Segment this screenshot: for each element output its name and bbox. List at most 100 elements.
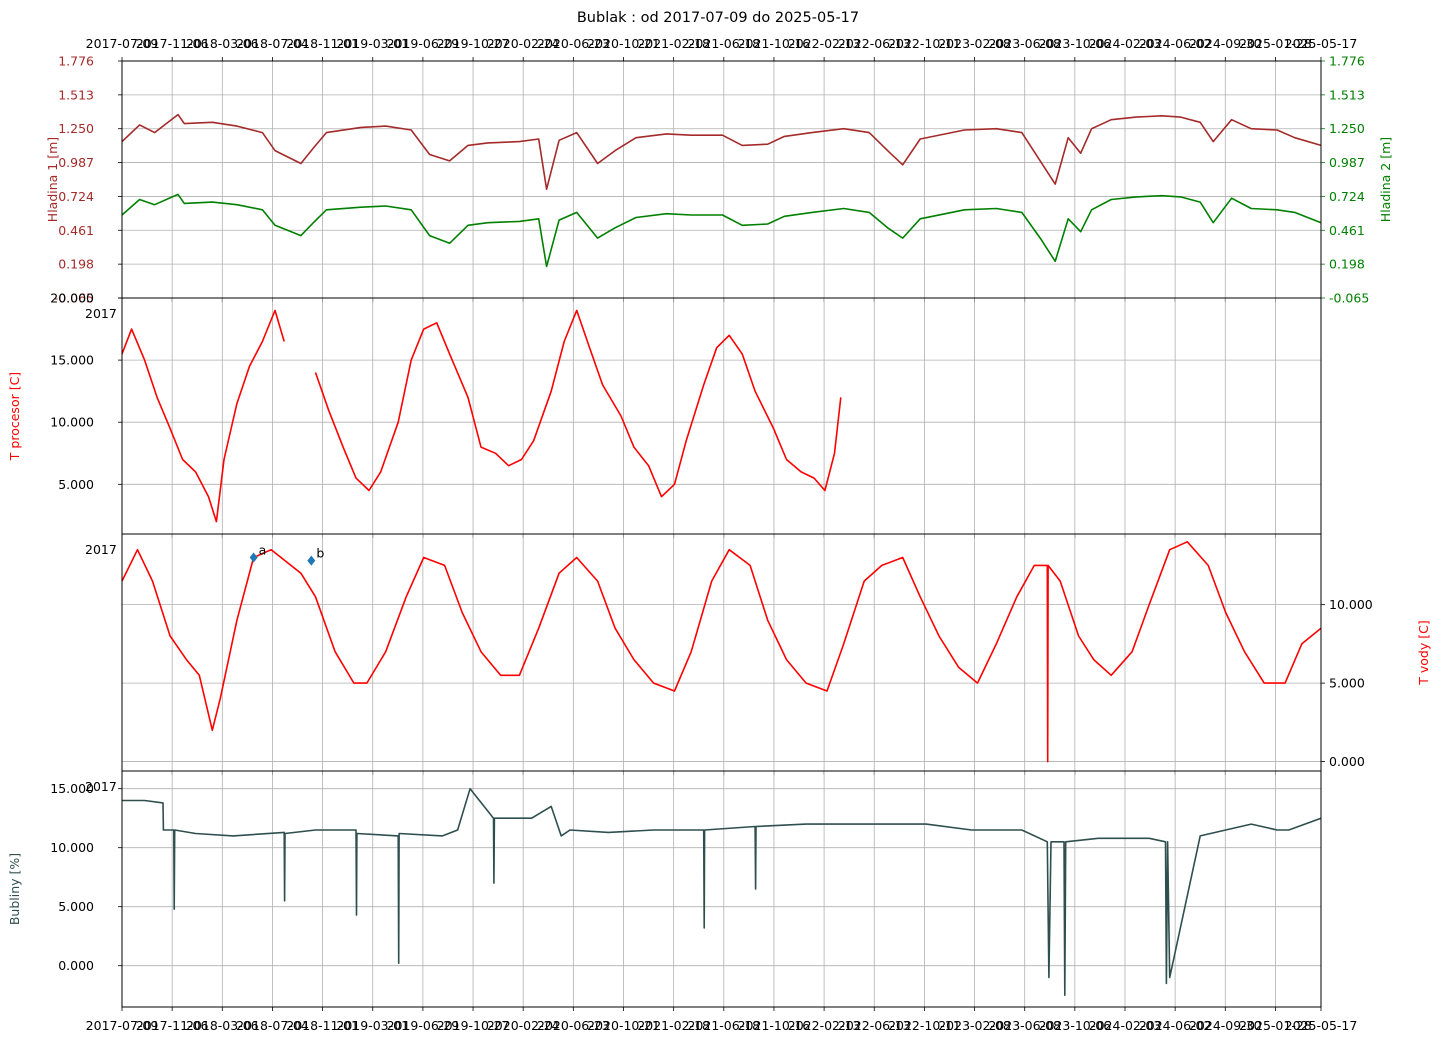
x-tick-label-top: 2022-10-11 <box>888 36 961 51</box>
x-tick-label-bottom: 2018-07-04 <box>236 1018 309 1033</box>
x-tick-label-bottom: 2021-02-18 <box>637 1018 710 1033</box>
x-tick-label-top: 2024-06-02 <box>1139 36 1212 51</box>
y-tick-label-right: 10.000 <box>1329 597 1373 612</box>
x-tick-label-bottom: 2019-03-01 <box>336 1018 409 1033</box>
y-tick-label-right: 1.776 <box>1329 54 1365 69</box>
y-tick-label: 0.461 <box>58 223 94 238</box>
y-tick-label: -0.065 <box>54 291 94 306</box>
y-tick-label-right: 1.513 <box>1329 87 1365 102</box>
x-tick-label-top: 2022-02-13 <box>788 36 861 51</box>
x-tick-label-top: 2023-10-06 <box>1039 36 1112 51</box>
corner-label: 2017 <box>85 779 117 794</box>
series-line-1 <box>121 541 1322 763</box>
panel-frame <box>121 297 1322 535</box>
y-tick-label-right: 0.198 <box>1329 257 1365 272</box>
y-tick-label: 5.000 <box>58 477 94 492</box>
x-tick-label-top: 2023-06-08 <box>988 36 1061 51</box>
x-tick-label-top: 2025-05-17 <box>1285 36 1358 51</box>
panel-3: 0.000 5.000 10.000 a b 2017 T vody [C] <box>85 533 1431 775</box>
x-tick-label-top: 2024-09-30 <box>1189 36 1262 51</box>
x-tick-label-bottom: 2021-06-18 <box>687 1018 760 1033</box>
panel-frame <box>121 770 1322 1008</box>
y-tick-label-right: 0.000 <box>1329 754 1365 769</box>
x-tick-label-top: 2018-03-06 <box>186 36 259 51</box>
y-tick-label-right: -0.065 <box>1329 291 1369 306</box>
series-line-1 <box>121 309 842 523</box>
annotation-label: b <box>316 546 324 561</box>
y-tick-label: 15.000 <box>50 353 94 368</box>
x-tick-label-top: 2018-11-01 <box>286 36 359 51</box>
x-tick-label-top: 2024-02-03 <box>1089 36 1162 51</box>
x-tick-label-top: 2023-02-08 <box>938 36 1011 51</box>
x-tick-label-top: 2025-01-28 <box>1239 36 1312 51</box>
x-tick-label-bottom: 2017-07-09 <box>86 1018 159 1033</box>
panels: -0.065 0.198 0.461 0.724 0.987 1.250 1.513 1.77… <box>7 36 1431 1033</box>
x-tick-label-bottom: 2019-10-27 <box>437 1018 510 1033</box>
x-tick-label-top: 2019-06-29 <box>387 36 460 51</box>
series-line-2 <box>121 193 1322 268</box>
y-tick-label-right: 5.000 <box>1329 676 1365 691</box>
y-tick-label: 0.987 <box>58 155 94 170</box>
y-tick-label: 1.250 <box>58 121 94 136</box>
y-tick-label-right: 1.250 <box>1329 121 1365 136</box>
x-tick-label-bottom: 2024-06-02 <box>1139 1018 1212 1033</box>
y-tick-label: 0.724 <box>58 189 94 204</box>
x-tick-label-bottom: 2025-01-28 <box>1239 1018 1312 1033</box>
corner-label: 2017 <box>85 542 117 557</box>
panel-frame <box>121 60 1322 299</box>
y-tick-label: 5.000 <box>58 899 94 914</box>
y-tick-label-right: 0.724 <box>1329 189 1365 204</box>
y-tick-label: 10.000 <box>50 415 94 430</box>
x-tick-label-top: 2017-07-09 <box>86 36 159 51</box>
y-tick-label: 0.000 <box>58 958 94 973</box>
figure-title: Bublak : od 2017-07-09 do 2025-05-17 <box>577 10 859 26</box>
x-tick-label-top: 2020-02-24 <box>487 36 560 51</box>
annotation-label: a <box>259 543 267 558</box>
y-tick-label-right: 0.461 <box>1329 223 1365 238</box>
x-tick-label-top: 2021-10-16 <box>738 36 811 51</box>
x-tick-label-top: 2022-06-13 <box>838 36 911 51</box>
x-tick-label-bottom: 2024-02-03 <box>1089 1018 1162 1033</box>
annotation-marker <box>307 555 316 566</box>
y-axis-label: Hladina 1 [m] <box>45 137 60 222</box>
x-tick-label-bottom: 2021-10-16 <box>738 1018 811 1033</box>
y-tick-label: 1.776 <box>58 54 94 69</box>
x-tick-label-top: 2021-06-18 <box>687 36 760 51</box>
x-tick-label-bottom: 2018-03-06 <box>186 1018 259 1033</box>
annotation-marker <box>249 552 258 563</box>
x-tick-label-top: 2020-06-23 <box>537 36 610 51</box>
x-tick-label-bottom: 2022-06-13 <box>838 1018 911 1033</box>
series-line-1 <box>121 113 1322 190</box>
y-tick-label: 10.000 <box>50 840 94 855</box>
panel-frame <box>121 533 1322 772</box>
x-tick-label-bottom: 2023-02-08 <box>938 1018 1011 1033</box>
x-tick-label-bottom: 2018-11-01 <box>286 1018 359 1033</box>
y-axis-label-right: Hladina 2 [m] <box>1378 137 1393 222</box>
x-tick-label-bottom: 2022-10-11 <box>888 1018 961 1033</box>
x-tick-label-top: 2021-02-18 <box>637 36 710 51</box>
y-axis-label: T procesor [C] <box>7 372 22 461</box>
x-tick-label-bottom: 2020-10-21 <box>587 1018 660 1033</box>
x-tick-label-bottom: 2019-06-29 <box>387 1018 460 1033</box>
x-tick-label-bottom: 2017-11-06 <box>136 1018 209 1033</box>
y-axis-label: Bubliny [%] <box>7 853 22 925</box>
series-line-1 <box>122 787 1322 996</box>
x-tick-label-bottom: 2023-06-08 <box>988 1018 1061 1033</box>
x-tick-label-bottom: 2020-02-24 <box>487 1018 560 1033</box>
x-tick-label-top: 2019-10-27 <box>437 36 510 51</box>
y-tick-label: 1.513 <box>58 87 94 102</box>
y-tick-label: 20.000 <box>50 291 94 306</box>
x-tick-label-top: 2020-10-21 <box>587 36 660 51</box>
y-tick-label-right: 0.987 <box>1329 155 1365 170</box>
x-tick-label-bottom: 2024-09-30 <box>1189 1018 1262 1033</box>
x-tick-label-bottom: 2020-06-23 <box>537 1018 610 1033</box>
x-tick-label-bottom: 2025-05-17 <box>1285 1018 1358 1033</box>
corner-label: 2017 <box>85 306 117 321</box>
x-tick-label-bottom: 2022-02-13 <box>788 1018 861 1033</box>
x-tick-label-top: 2019-03-01 <box>336 36 409 51</box>
y-tick-label: 15.000 <box>50 781 94 796</box>
x-tick-label-top: 2017-11-06 <box>136 36 209 51</box>
